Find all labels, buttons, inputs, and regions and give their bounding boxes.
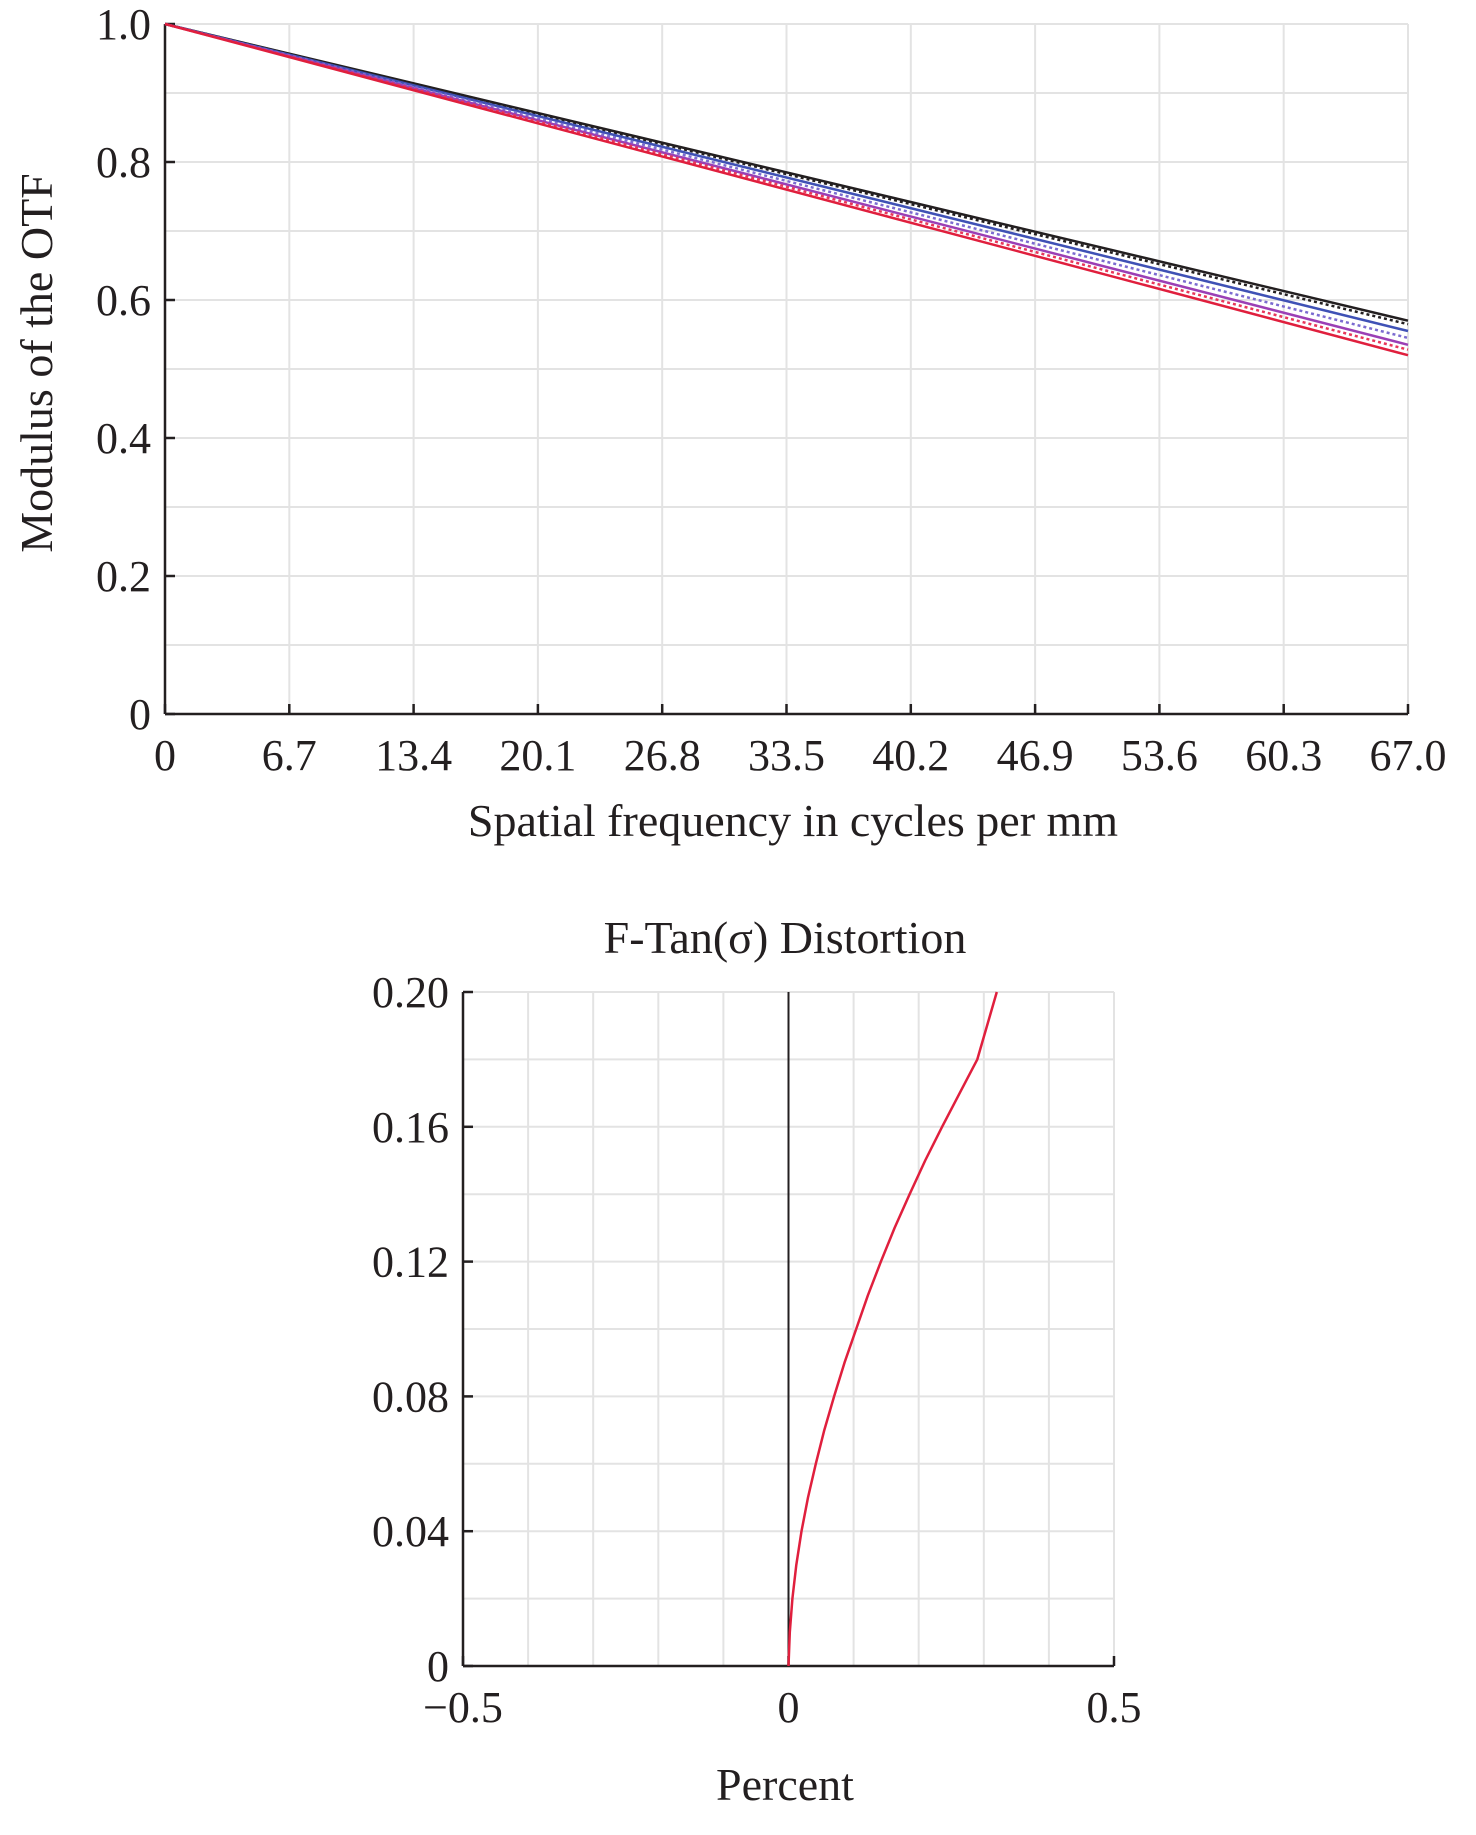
x-tick-label: 20.1 <box>499 731 576 780</box>
mtf-chart: 0 6.7 13.4 20.1 26.8 33.5 40.2 46.9 53.6 60.3 67.0… <box>11 0 1447 846</box>
mtf-x-axis-title: Spatial frequency in cycles per mm <box>468 795 1118 846</box>
distortion-x-tick-labels: −0.5 0 0.5 <box>423 1683 1141 1732</box>
x-tick-label: 0 <box>778 1683 800 1732</box>
series-line <box>164 22 1409 347</box>
x-tick-label: 53.6 <box>1121 731 1198 780</box>
x-tick-label: −0.5 <box>423 1683 503 1732</box>
x-tick-label: 46.9 <box>997 731 1074 780</box>
mtf-x-tick-labels: 0 6.7 13.4 20.1 26.8 33.5 40.2 46.9 53.6 60.3 67.0 <box>154 731 1447 780</box>
distortion-series <box>787 991 999 1667</box>
x-tick-label: 40.2 <box>872 731 949 780</box>
y-tick-label: 0 <box>129 690 151 739</box>
mtf-series <box>164 22 1409 357</box>
x-tick-label: 67.0 <box>1370 731 1447 780</box>
mtf-axes <box>163 22 1410 716</box>
distortion-x-axis-title: Percent <box>716 1759 854 1810</box>
mtf-y-tick-labels: 0 0.2 0.4 0.6 0.8 1.0 <box>96 0 151 739</box>
distortion-axes <box>461 990 1116 1668</box>
y-tick-label: 0.20 <box>372 968 449 1017</box>
x-tick-label: 33.5 <box>748 731 825 780</box>
y-tick-label: 1.0 <box>96 0 151 49</box>
mtf-y-axis-title: Modulus of the OTF <box>11 173 62 553</box>
series-line <box>787 991 999 1667</box>
y-tick-label: 0.12 <box>372 1238 449 1287</box>
distortion-chart: F-Tan(σ) Distortion −0.5 0 0.5 00.040.080.… <box>372 912 1142 1810</box>
x-tick-label: 6.7 <box>262 731 317 780</box>
y-tick-label: 0.6 <box>96 276 151 325</box>
y-tick-label: 0.16 <box>372 1103 449 1152</box>
x-tick-label: 0 <box>154 731 176 780</box>
series-line <box>164 22 1409 340</box>
y-tick-label: 0.04 <box>372 1507 449 1556</box>
x-tick-label: 60.3 <box>1245 731 1322 780</box>
distortion-y-tick-labels: 0 0.04 0.08 0.12 0.16 0.20 <box>372 968 449 1691</box>
series-line <box>164 22 1409 351</box>
y-tick-label: 0.4 <box>96 414 151 463</box>
mtf-grid <box>164 23 1409 715</box>
y-tick-label: 0.8 <box>96 138 151 187</box>
series-line <box>164 22 1409 333</box>
series-line <box>164 22 1409 357</box>
y-tick-label: 0.08 <box>372 1372 449 1421</box>
distortion-title: F-Tan(σ) Distortion <box>604 912 967 963</box>
x-tick-label: 13.4 <box>375 731 452 780</box>
y-tick-label: 0 <box>427 1642 449 1691</box>
y-tick-label: 0.2 <box>96 552 151 601</box>
x-tick-label: 26.8 <box>624 731 701 780</box>
x-tick-label: 0.5 <box>1087 1683 1142 1732</box>
